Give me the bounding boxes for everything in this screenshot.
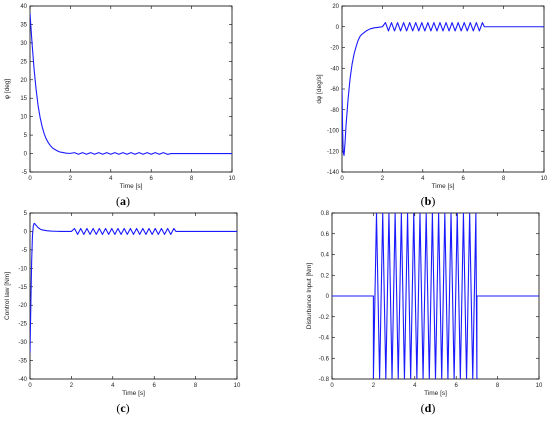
y-tick-label: 20 (332, 4, 339, 10)
y-tick-label: -5 (22, 248, 28, 254)
x-tick-label: 10 (234, 383, 241, 389)
x-tick-label: 0 (28, 176, 32, 182)
x-tick-label: 2 (69, 176, 73, 182)
y-tick-label: -15 (18, 285, 27, 291)
caption-open: ( (421, 194, 425, 208)
x-tick-label: 8 (190, 176, 194, 182)
x-tick-label: 10 (541, 176, 548, 182)
y-tick-label: -20 (18, 303, 27, 309)
panel-caption: (d) (421, 401, 436, 415)
y-tick-label: 30 (20, 41, 27, 47)
x-tick-label: 6 (150, 176, 154, 182)
x-tick-label: 2 (381, 176, 385, 182)
plot-area (29, 5, 233, 173)
series-line-0 (30, 222, 237, 354)
caption-close: ) (431, 401, 435, 415)
plot-area (29, 212, 238, 380)
y-tick-label: 0 (24, 229, 28, 235)
panel-caption: (c) (116, 401, 129, 415)
x-axis-label: Time [s] (122, 390, 145, 397)
y-tick-label: 35 (20, 22, 27, 28)
caption-letter: d (425, 401, 432, 415)
y-tick-label: -60 (330, 87, 339, 93)
y-tick-label: 40 (20, 4, 27, 10)
x-tick-label: 4 (413, 383, 417, 389)
panel-caption: (b) (421, 194, 436, 208)
y-tick-label: 0.8 (321, 211, 330, 217)
x-tick-label: 4 (111, 383, 115, 389)
x-tick-label: 8 (194, 383, 198, 389)
y-tick-label: 0 (24, 152, 28, 158)
y-tick-label: -0.4 (319, 336, 330, 342)
x-tick-label: 0 (340, 176, 344, 182)
series-line-0 (30, 13, 232, 155)
y-axis-label: Control law [Nm] (4, 272, 11, 320)
x-axis-label: Time [s] (120, 183, 143, 190)
x-tick-label: 6 (153, 383, 157, 389)
y-tick-label: 5 (24, 211, 28, 217)
y-tick-label: -10 (18, 266, 27, 272)
y-axis-label: φ [deg] (4, 79, 11, 100)
y-tick-label: 0 (336, 25, 340, 31)
y-tick-label: -35 (18, 359, 27, 365)
y-axis-label: dφ [deg/s] (316, 74, 323, 103)
x-tick-label: 8 (496, 383, 500, 389)
y-tick-label: 15 (20, 96, 27, 102)
x-tick-label: 6 (462, 176, 466, 182)
y-tick-label: 10 (20, 115, 27, 121)
caption-letter: b (425, 194, 432, 208)
x-axis-label: Time [s] (432, 183, 455, 190)
y-tick-label: -40 (18, 377, 27, 383)
series-line-0 (332, 213, 539, 379)
caption-open: ( (421, 401, 425, 415)
y-tick-label: 0.6 (321, 232, 330, 238)
x-tick-label: 4 (421, 176, 425, 182)
x-tick-label: 2 (372, 383, 376, 389)
caption-close: ) (126, 401, 130, 415)
y-tick-label: -20 (330, 46, 339, 52)
chart-panel-b: 0 2 4 6 8 10 -140 -120 -100 -80 -60 -40 -20 0 20 Time [… (316, 4, 548, 208)
panel-caption: (a) (116, 194, 130, 208)
y-tick-label: -30 (18, 340, 27, 346)
x-tick-label: 2 (70, 383, 74, 389)
caption-close: ) (126, 194, 130, 208)
caption-close: ) (431, 194, 435, 208)
y-tick-label: 0.2 (321, 273, 330, 279)
y-tick-label: 0.4 (321, 253, 330, 259)
y-tick-label: -0.6 (319, 356, 330, 362)
y-tick-label: -120 (327, 149, 340, 155)
y-tick-label: -100 (327, 129, 340, 135)
y-tick-label: 20 (20, 78, 27, 84)
chart-panel-d: 0 2 4 6 8 10 -0.8 -0.6 -0.4 -0.2 0 0.2 0.4 0.6 0.8 Time… (306, 211, 543, 415)
x-tick-label: 10 (229, 176, 236, 182)
x-tick-label: 6 (455, 383, 459, 389)
x-tick-label: 0 (330, 383, 334, 389)
caption-letter: c (120, 401, 126, 415)
y-tick-label: -80 (330, 108, 339, 114)
x-tick-label: 8 (502, 176, 506, 182)
x-tick-label: 4 (109, 176, 113, 182)
x-axis-label: Time [s] (424, 390, 447, 397)
x-tick-label: 0 (28, 383, 32, 389)
y-axis-label: Disturbance Input [Nm] (306, 263, 313, 330)
caption-open: ( (116, 194, 120, 208)
caption-letter: a (120, 194, 126, 208)
y-tick-label: -5 (22, 170, 28, 176)
series-line-0 (342, 22, 544, 156)
chart-panel-c: 0 2 4 6 8 10 -40 -35 -30 -25 -20 -15 -10 -5 0 5 Time [s]… (4, 211, 241, 415)
y-tick-label: 25 (20, 59, 27, 65)
caption-open: ( (116, 401, 120, 415)
y-tick-label: 5 (24, 133, 28, 139)
y-tick-label: -25 (18, 322, 27, 328)
x-tick-label: 10 (536, 383, 543, 389)
y-tick-label: -40 (330, 66, 339, 72)
y-tick-label: -140 (327, 170, 340, 176)
y-tick-label: -0.8 (319, 377, 330, 383)
plot-area (341, 5, 545, 173)
y-tick-label: 0 (326, 294, 330, 300)
y-tick-label: -0.2 (319, 315, 330, 321)
